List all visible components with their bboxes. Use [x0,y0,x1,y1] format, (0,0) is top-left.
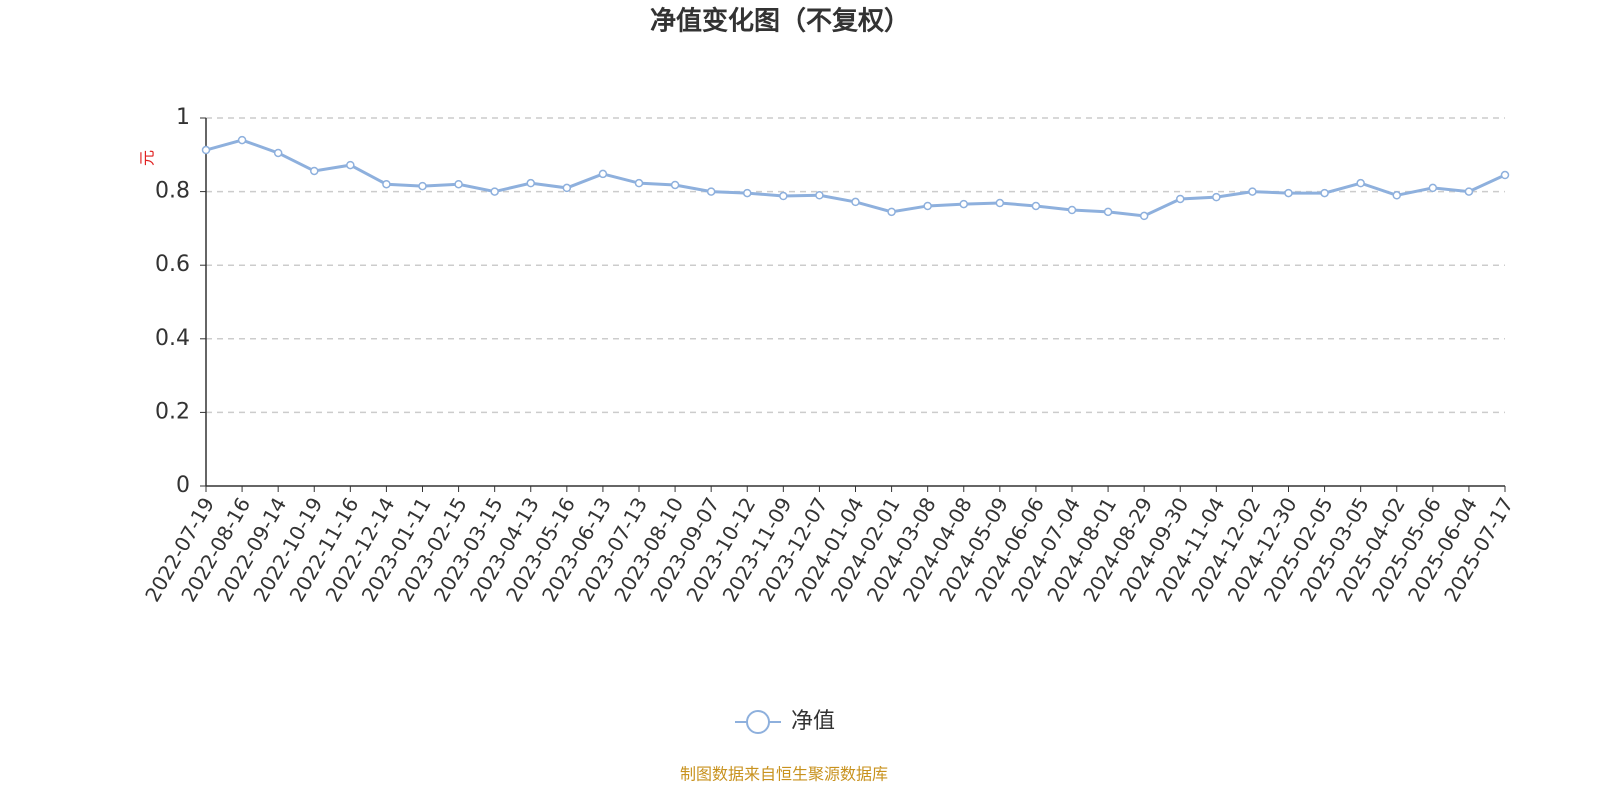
data-point [1464,187,1474,196]
y-tick-label: 0.2 [155,399,190,424]
data-point [273,148,283,158]
data-point [1320,188,1329,198]
data-point [670,180,680,190]
y-tick-label: 0.6 [155,252,190,277]
data-point [598,169,608,179]
data-point [382,179,391,189]
legend-label[interactable]: 净值 [791,709,835,734]
y-tick-label: 0.4 [155,326,190,351]
chart-title: 净值变化图（不复权） [650,6,910,37]
data-point [815,191,824,200]
y-axis-unit: 元 [138,150,157,166]
data-point [1031,201,1041,211]
data-point [959,199,968,209]
data-point [1248,187,1257,196]
data-point [887,207,896,217]
data-point [1392,191,1401,200]
y-tick-label: 1 [176,105,190,130]
data-point [995,198,1005,208]
data-point [1212,192,1221,202]
data-point [1428,183,1438,193]
legend-marker[interactable] [746,710,770,734]
y-tick-label: 0.8 [155,179,190,204]
data-point [706,187,716,196]
data-point [1500,170,1510,180]
data-point [923,201,932,211]
data-point [743,188,752,198]
data-point [851,197,860,207]
data-point [1067,205,1077,215]
data-point [526,178,535,188]
data-point [418,181,427,191]
data-point [490,187,499,196]
data-point [454,179,463,189]
data-point [1356,178,1365,188]
data-point [201,145,211,155]
data-point [237,135,247,145]
data-point [1176,194,1185,204]
data-point [346,160,355,170]
data-point [1284,188,1293,198]
y-tick-label: 0 [176,473,190,498]
data-point [1103,207,1113,217]
data-point [1139,211,1149,221]
data-point [634,178,644,188]
source-note: 制图数据来自恒生聚源数据库 [680,765,888,784]
data-point [562,183,572,193]
data-point [779,191,788,201]
data-point [310,166,319,176]
